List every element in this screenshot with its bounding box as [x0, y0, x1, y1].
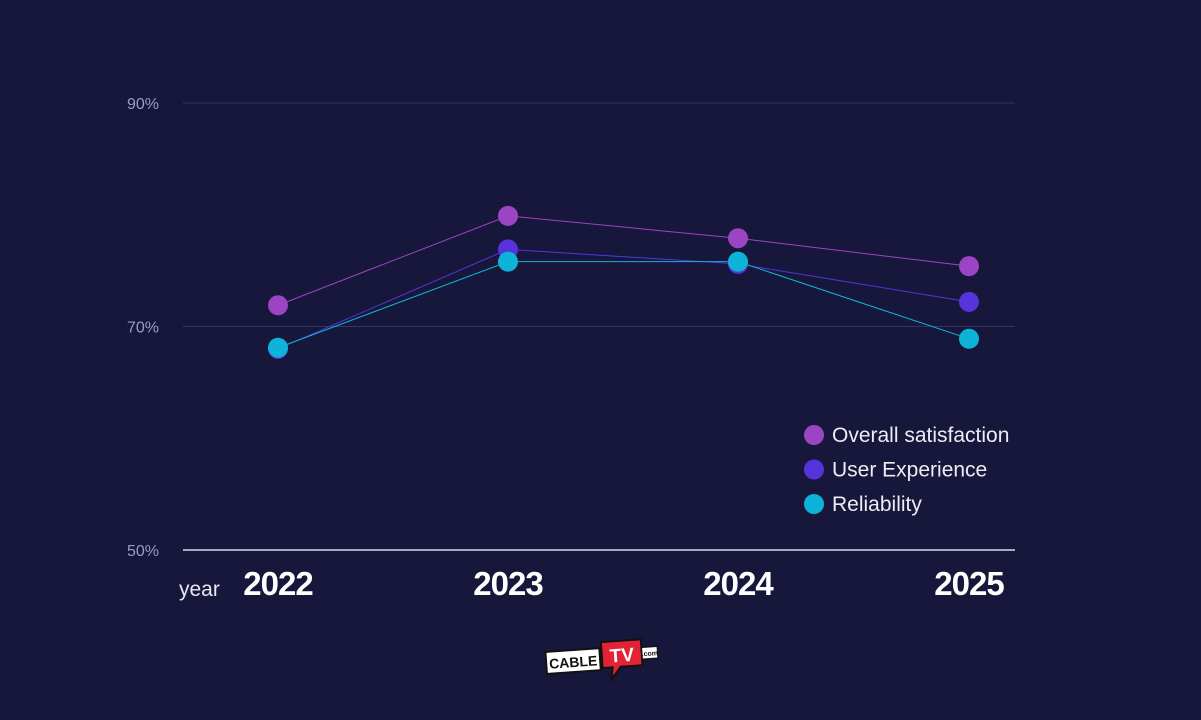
y-tick-label: 90%	[127, 96, 159, 113]
series-points	[268, 205, 979, 359]
legend-label: User Experience	[832, 459, 987, 482]
svg-text:CABLE: CABLE	[549, 652, 598, 671]
data-point	[268, 337, 288, 358]
cabletv-logo: CABLE TV .com	[544, 638, 659, 684]
series-line	[277, 261, 970, 349]
series-lines	[277, 215, 970, 350]
y-tick-label: 70%	[127, 320, 159, 337]
x-tick-label: 2024	[703, 565, 774, 602]
legend-label: Overall satisfaction	[832, 424, 1009, 447]
legend: Overall satisfaction User Experience Relia…	[804, 424, 1009, 516]
y-tick-label: 50%	[127, 543, 159, 560]
data-point	[728, 251, 748, 272]
data-point	[268, 295, 288, 316]
data-point	[498, 251, 518, 272]
x-tick-label: 2023	[473, 565, 543, 602]
data-point	[959, 291, 979, 312]
legend-marker	[804, 459, 824, 480]
y-axis-ticks: 50% 70% 90%	[127, 96, 159, 560]
x-axis-label: year	[179, 578, 220, 601]
data-point	[959, 256, 979, 277]
svg-text:.com: .com	[641, 650, 658, 658]
x-tick-label: 2025	[934, 565, 1004, 602]
x-axis-ticks: 2022 2023 2024 2025	[243, 565, 1005, 602]
gridlines	[183, 102, 1015, 551]
svg-text:TV: TV	[609, 645, 635, 668]
series-line	[277, 248, 970, 350]
legend-marker	[804, 425, 824, 445]
data-point	[959, 328, 979, 349]
data-point	[498, 205, 518, 226]
data-point	[728, 228, 748, 249]
legend-marker	[804, 494, 824, 514]
x-tick-label: 2022	[243, 565, 313, 602]
series-line	[277, 215, 970, 306]
legend-label: Reliability	[832, 493, 922, 516]
